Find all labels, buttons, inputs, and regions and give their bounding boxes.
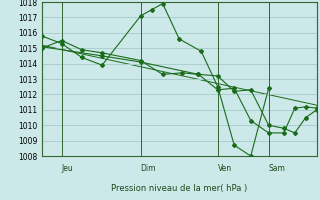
Text: Sam: Sam [269,164,285,173]
Text: Ven: Ven [218,164,232,173]
Text: Dim: Dim [141,164,156,173]
Text: Pression niveau de la mer( hPa ): Pression niveau de la mer( hPa ) [111,184,247,193]
Text: Jeu: Jeu [62,164,73,173]
